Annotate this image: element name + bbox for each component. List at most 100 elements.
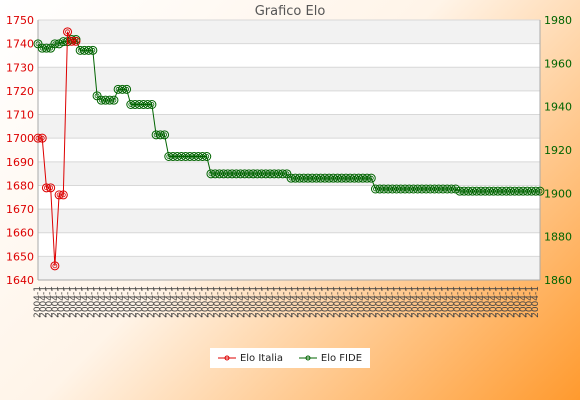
x-tick-label: 2004-1 (525, 286, 535, 318)
x-tick-label: 2004-1 (249, 286, 259, 318)
series-elo-fide-point (105, 95, 115, 105)
x-tick-label: 2004-1 (117, 286, 127, 318)
x-tick-label: 2004-1 (345, 286, 355, 318)
series-elo-fide-point (160, 130, 170, 140)
x-tick-label: 2004-1 (63, 286, 73, 318)
x-tick-label: 2004-1 (51, 286, 61, 318)
y-tick-label-left: 1680 (6, 179, 34, 192)
x-tick-label: 2004-1 (57, 286, 67, 318)
x-tick-label: 2004-1 (225, 286, 235, 318)
series-elo-fide-point (109, 95, 119, 105)
legend-swatch-green-icon (298, 355, 317, 361)
x-tick-label: 2004-1 (75, 286, 85, 318)
series-elo-fide-point-inner (204, 154, 210, 159)
x-tick-label: 2004-1 (309, 286, 319, 318)
y-tick-label-left: 1700 (6, 132, 34, 145)
x-tick-label: 2004-1 (153, 286, 163, 318)
x-tick-label: 2004-1 (357, 286, 367, 318)
x-tick-label: 2004-1 (93, 286, 103, 318)
y-tick-label-left: 1730 (6, 61, 34, 74)
x-tick-label: 2004-1 (513, 286, 523, 318)
x-tick-label: 2004-1 (429, 286, 439, 318)
series-elo-fide-point (88, 45, 98, 55)
series-elo-fide-point (143, 100, 153, 109)
x-tick-label: 2004-1 (219, 286, 229, 318)
legend-item-elo-fide: Elo FIDE (298, 353, 362, 364)
series-elo-italia-point (58, 190, 68, 200)
x-tick-label: 2004-1 (399, 286, 409, 318)
y-tick-label-left: 1720 (6, 85, 34, 98)
series-elo-fide-point-inner (35, 41, 41, 47)
x-tick-label: 2004-1 (495, 286, 505, 318)
series-elo-fide-point-inner (284, 171, 290, 177)
series-elo-fide-point-inner (162, 132, 167, 138)
x-tick-label: 2004-1 (255, 286, 265, 318)
y-tick-label-left: 1710 (6, 109, 34, 122)
series-elo-fide-point (531, 186, 541, 196)
legend-label: Elo Italia (239, 352, 284, 364)
series-elo-italia-point-inner (39, 135, 45, 141)
x-tick-label: 2004-1 (213, 286, 223, 318)
series-elo-italia-point-inner (52, 263, 58, 269)
series-elo-fide-point (50, 39, 60, 49)
y-tick-label-left: 1670 (6, 203, 34, 216)
y-tick-label-right: 1860 (544, 274, 572, 287)
x-tick-label: 2004-1 (183, 286, 193, 318)
grid-band (38, 209, 540, 233)
series-elo-fide-point (366, 173, 376, 183)
x-tick-label: 2004-1 (189, 286, 199, 318)
y-tick-label-left: 1650 (6, 250, 34, 263)
y-tick-label-left: 1640 (6, 274, 34, 287)
x-tick-label: 2004-1 (483, 286, 493, 318)
x-tick-label: 2004-1 (405, 286, 415, 318)
grid-band (38, 114, 540, 139)
x-tick-label: 2004-1 (171, 286, 181, 318)
x-tick-label: 2004-1 (459, 286, 469, 318)
x-tick-label: 2004-1 (369, 286, 379, 318)
x-tick-label: 2004-1 (267, 286, 277, 318)
series-elo-fide-point (147, 100, 157, 109)
series-elo-italia-point-inner (73, 38, 79, 44)
series-elo-italia-point (33, 133, 43, 143)
x-tick-label: 2004-1 (411, 286, 421, 318)
x-tick-label: 2004-1 (339, 286, 349, 318)
x-tick-label: 2004-1 (201, 286, 211, 318)
series-elo-fide-point (84, 45, 94, 55)
y-tick-label-right: 1960 (544, 57, 572, 70)
series-elo-italia-point (63, 27, 73, 37)
x-tick-label: 2004-1 (489, 286, 499, 318)
x-tick-label: 2004-1 (33, 286, 43, 318)
series-elo-fide-point (278, 169, 288, 179)
x-tick-label: 2004-1 (285, 286, 295, 318)
y-tick-label-left: 1750 (6, 14, 34, 27)
grid-band (38, 256, 540, 280)
x-tick-label: 2004-1 (105, 286, 115, 318)
series-elo-fide-point-inner (149, 102, 155, 107)
x-tick-label: 2004-1 (387, 286, 397, 318)
series-elo-fide-point-inner (90, 47, 96, 53)
series-elo-fide-point-inner (111, 97, 117, 103)
x-tick-label: 2004-1 (363, 286, 373, 318)
x-tick-label: 2004-1 (141, 286, 151, 318)
series-elo-fide-point (41, 43, 51, 53)
series-elo-italia-point-inner (65, 29, 70, 35)
x-tick-label: 2004-1 (477, 286, 487, 318)
y-tick-label-right: 1980 (544, 14, 572, 27)
chart-title: Grafico Elo (254, 4, 326, 19)
x-tick-label: 2004-1 (273, 286, 283, 318)
x-tick-label: 2004-1 (321, 286, 331, 318)
x-tick-label: 2004-1 (315, 286, 325, 318)
x-tick-label: 2004-1 (501, 286, 511, 318)
series-elo-italia-point (54, 190, 64, 200)
grid-band (38, 67, 540, 91)
y-tick-label-right: 1920 (544, 144, 572, 157)
series-elo-italia-point-inner (48, 185, 54, 191)
x-tick-label: 2004-1 (231, 286, 241, 318)
series-elo-fide-point (117, 84, 127, 94)
series-elo-fide-point-inner (368, 175, 374, 181)
x-tick-label: 2004-1 (423, 286, 433, 318)
x-tick-label: 2004-1 (87, 286, 97, 318)
x-tick-label: 2004-1 (195, 286, 205, 318)
x-tick-label: 2004-1 (147, 286, 157, 318)
